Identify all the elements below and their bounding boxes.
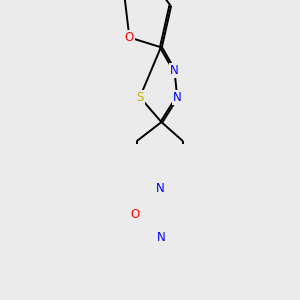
Text: N: N [157,231,165,244]
Text: N: N [173,91,182,103]
Text: S: S [136,91,144,103]
Text: N: N [170,64,179,77]
Text: N: N [155,182,164,195]
Text: O: O [125,31,134,44]
Text: O: O [130,208,140,221]
